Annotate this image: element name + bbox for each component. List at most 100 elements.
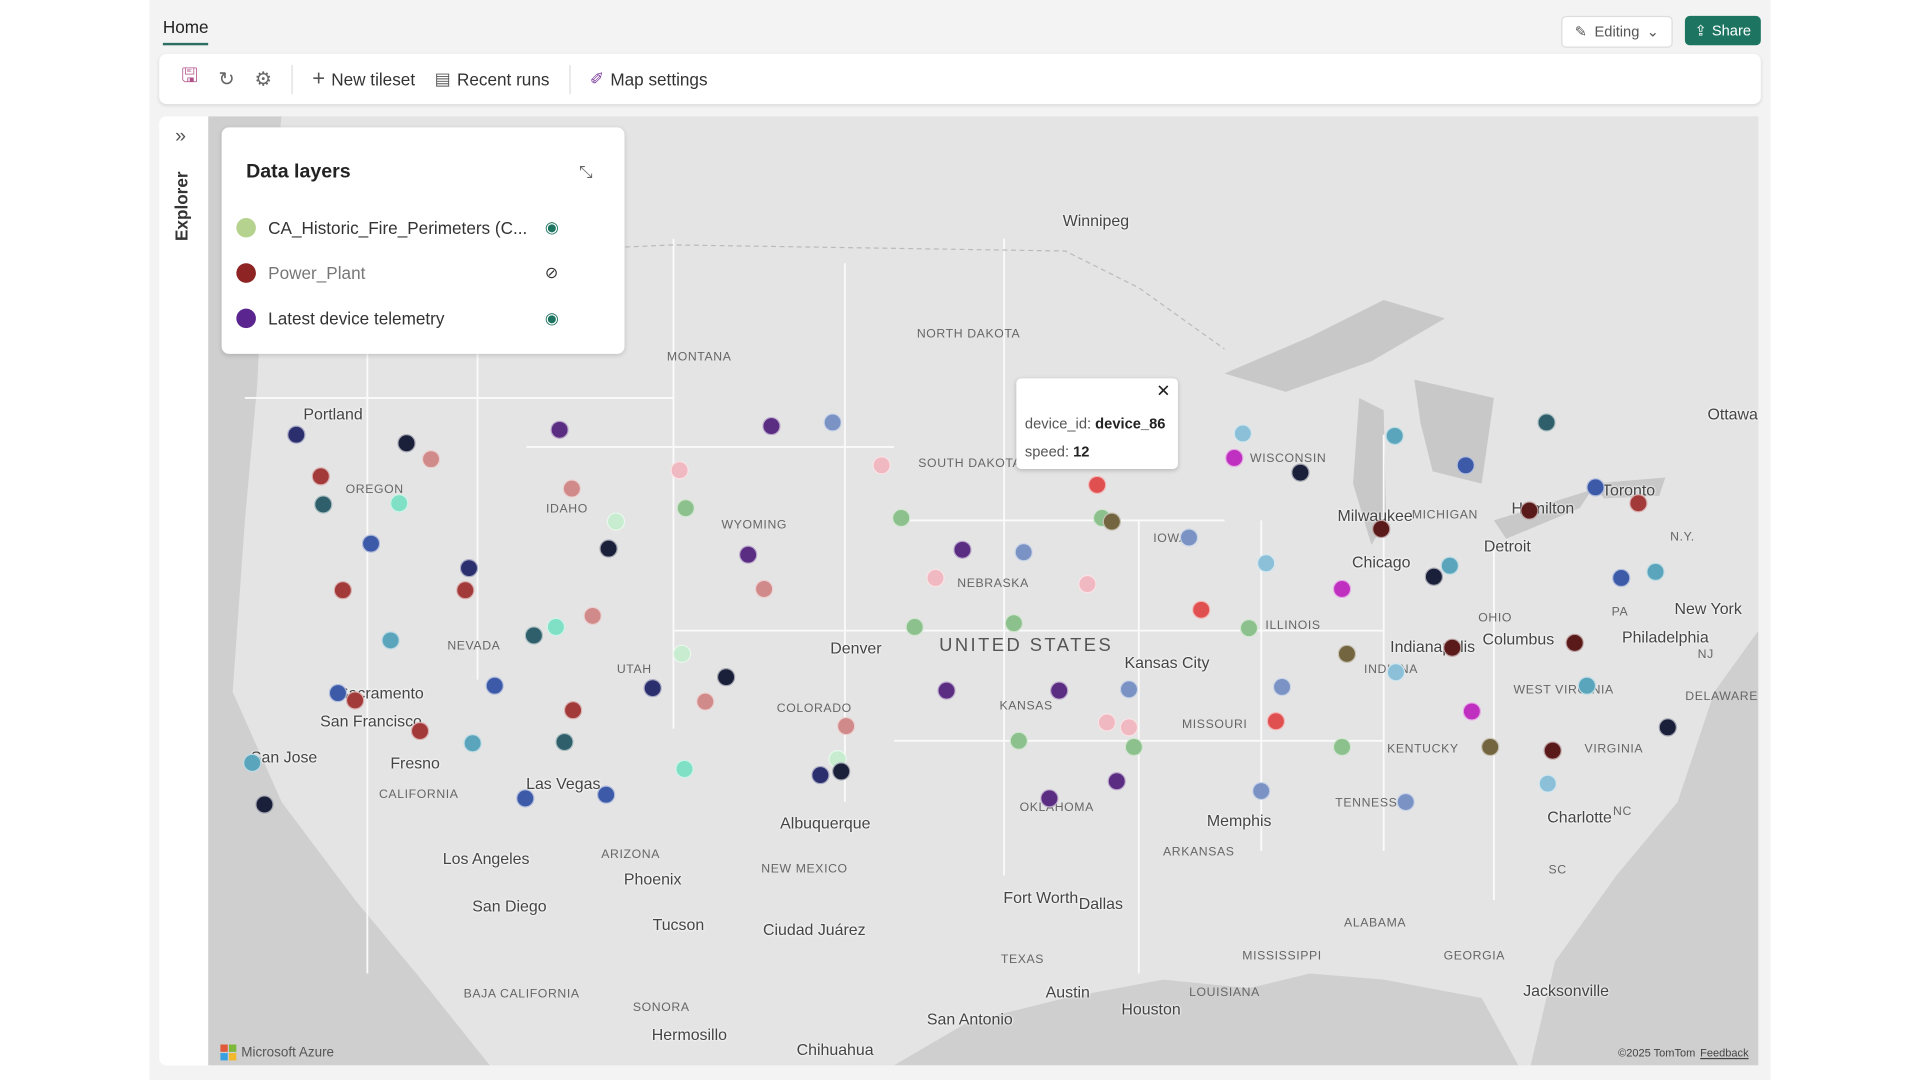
device-marker[interactable]: [1272, 677, 1292, 697]
device-marker[interactable]: [463, 734, 482, 753]
device-marker[interactable]: [1050, 681, 1069, 700]
device-marker[interactable]: [390, 494, 409, 513]
device-marker[interactable]: [1543, 741, 1562, 760]
device-marker[interactable]: [676, 498, 695, 518]
explorer-label[interactable]: Explorer: [171, 171, 192, 241]
device-marker[interactable]: [311, 467, 331, 486]
device-marker[interactable]: [1119, 680, 1139, 699]
device-marker[interactable]: [754, 579, 774, 599]
device-marker[interactable]: [1385, 426, 1404, 446]
device-marker[interactable]: [1538, 774, 1557, 793]
device-marker[interactable]: [1252, 781, 1271, 801]
device-marker[interactable]: [892, 508, 911, 528]
eye-off-icon[interactable]: ⊘: [544, 263, 559, 282]
device-marker[interactable]: [811, 765, 830, 785]
device-marker[interactable]: [328, 683, 348, 703]
refresh-icon[interactable]: ↻: [218, 69, 235, 91]
save-icon[interactable]: 🖫: [181, 66, 199, 87]
device-marker[interactable]: [1179, 528, 1199, 547]
device-marker[interactable]: [1256, 554, 1276, 573]
device-marker[interactable]: [456, 581, 475, 600]
device-marker[interactable]: [1646, 562, 1665, 582]
device-marker[interactable]: [546, 617, 566, 637]
device-marker[interactable]: [563, 701, 583, 720]
tab-home[interactable]: Home: [162, 17, 209, 46]
device-marker[interactable]: [1440, 556, 1459, 575]
device-marker[interactable]: [1192, 600, 1211, 619]
device-marker[interactable]: [1462, 702, 1482, 721]
device-marker[interactable]: [1372, 519, 1391, 539]
map-canvas[interactable]: Winnipeg Portland Milwaukee Chicago Detroit H…: [208, 116, 1759, 1066]
device-marker[interactable]: [516, 789, 535, 808]
settings-icon[interactable]: ⚙: [254, 69, 273, 91]
device-marker[interactable]: [599, 539, 618, 558]
device-marker[interactable]: [1097, 713, 1117, 732]
device-marker[interactable]: [485, 676, 504, 695]
device-marker[interactable]: [872, 456, 891, 475]
device-marker[interactable]: [836, 716, 856, 736]
device-marker[interactable]: [1658, 718, 1677, 737]
device-marker[interactable]: [555, 732, 574, 752]
expand-chevron-icon[interactable]: »: [175, 126, 187, 147]
device-marker[interactable]: [459, 558, 479, 578]
device-marker[interactable]: [606, 512, 626, 531]
device-marker[interactable]: [1014, 543, 1033, 562]
device-marker[interactable]: [1266, 712, 1286, 731]
device-marker[interactable]: [410, 721, 430, 741]
feedback-link[interactable]: Feedback: [1700, 1046, 1749, 1060]
device-marker[interactable]: [1565, 633, 1584, 653]
device-marker[interactable]: [1520, 501, 1539, 520]
device-marker[interactable]: [832, 762, 851, 781]
device-marker[interactable]: [1386, 663, 1406, 682]
device-marker[interactable]: [1612, 568, 1631, 588]
device-marker[interactable]: [762, 416, 781, 436]
device-marker[interactable]: [1396, 792, 1415, 812]
device-marker[interactable]: [1456, 456, 1475, 475]
device-marker[interactable]: [1087, 475, 1107, 495]
device-marker[interactable]: [314, 495, 333, 514]
device-marker[interactable]: [1078, 574, 1097, 594]
device-marker[interactable]: [1443, 638, 1462, 657]
device-marker[interactable]: [583, 606, 602, 626]
device-marker[interactable]: [1225, 448, 1244, 468]
device-marker[interactable]: [1233, 424, 1253, 443]
device-marker[interactable]: [1629, 494, 1648, 513]
device-marker[interactable]: [596, 785, 616, 804]
device-marker[interactable]: [1009, 731, 1028, 751]
device-marker[interactable]: [937, 681, 956, 700]
editing-mode-button[interactable]: ✎ Editing ⌄: [1561, 15, 1673, 48]
device-marker[interactable]: [381, 631, 400, 650]
device-marker[interactable]: [1107, 772, 1126, 791]
device-marker[interactable]: [1577, 676, 1597, 695]
device-marker[interactable]: [287, 425, 306, 444]
device-marker[interactable]: [421, 450, 441, 469]
device-marker[interactable]: [675, 759, 694, 779]
device-marker[interactable]: [1481, 737, 1500, 757]
layer-item-device-telemetry[interactable]: Latest device telemetry ◉: [236, 308, 567, 329]
device-marker[interactable]: [397, 434, 416, 453]
device-marker[interactable]: [550, 420, 569, 439]
device-marker[interactable]: [1040, 789, 1059, 808]
recent-runs-button[interactable]: ▤ Recent runs: [427, 62, 556, 96]
new-tileset-button[interactable]: + New tileset: [305, 62, 423, 96]
device-marker[interactable]: [672, 644, 692, 664]
device-marker[interactable]: [1124, 737, 1144, 757]
device-marker[interactable]: [1119, 718, 1139, 737]
device-marker[interactable]: [1332, 579, 1352, 599]
device-marker[interactable]: [1291, 463, 1310, 482]
device-marker[interactable]: [1102, 512, 1122, 531]
device-marker[interactable]: [1586, 478, 1605, 497]
device-marker[interactable]: [953, 540, 972, 559]
device-marker[interactable]: [823, 413, 842, 432]
device-marker[interactable]: [1239, 618, 1259, 638]
device-marker[interactable]: [1424, 567, 1444, 586]
device-marker[interactable]: [696, 692, 715, 711]
device-marker[interactable]: [926, 568, 945, 588]
device-marker[interactable]: [255, 795, 274, 814]
device-marker[interactable]: [243, 753, 262, 773]
share-button[interactable]: ⇪ Share: [1684, 15, 1761, 46]
layer-item-power-plant[interactable]: Power_Plant ⊘: [236, 263, 567, 283]
collapse-icon[interactable]: ⤡: [578, 161, 593, 182]
device-marker[interactable]: [643, 678, 662, 698]
device-marker[interactable]: [1537, 413, 1556, 432]
